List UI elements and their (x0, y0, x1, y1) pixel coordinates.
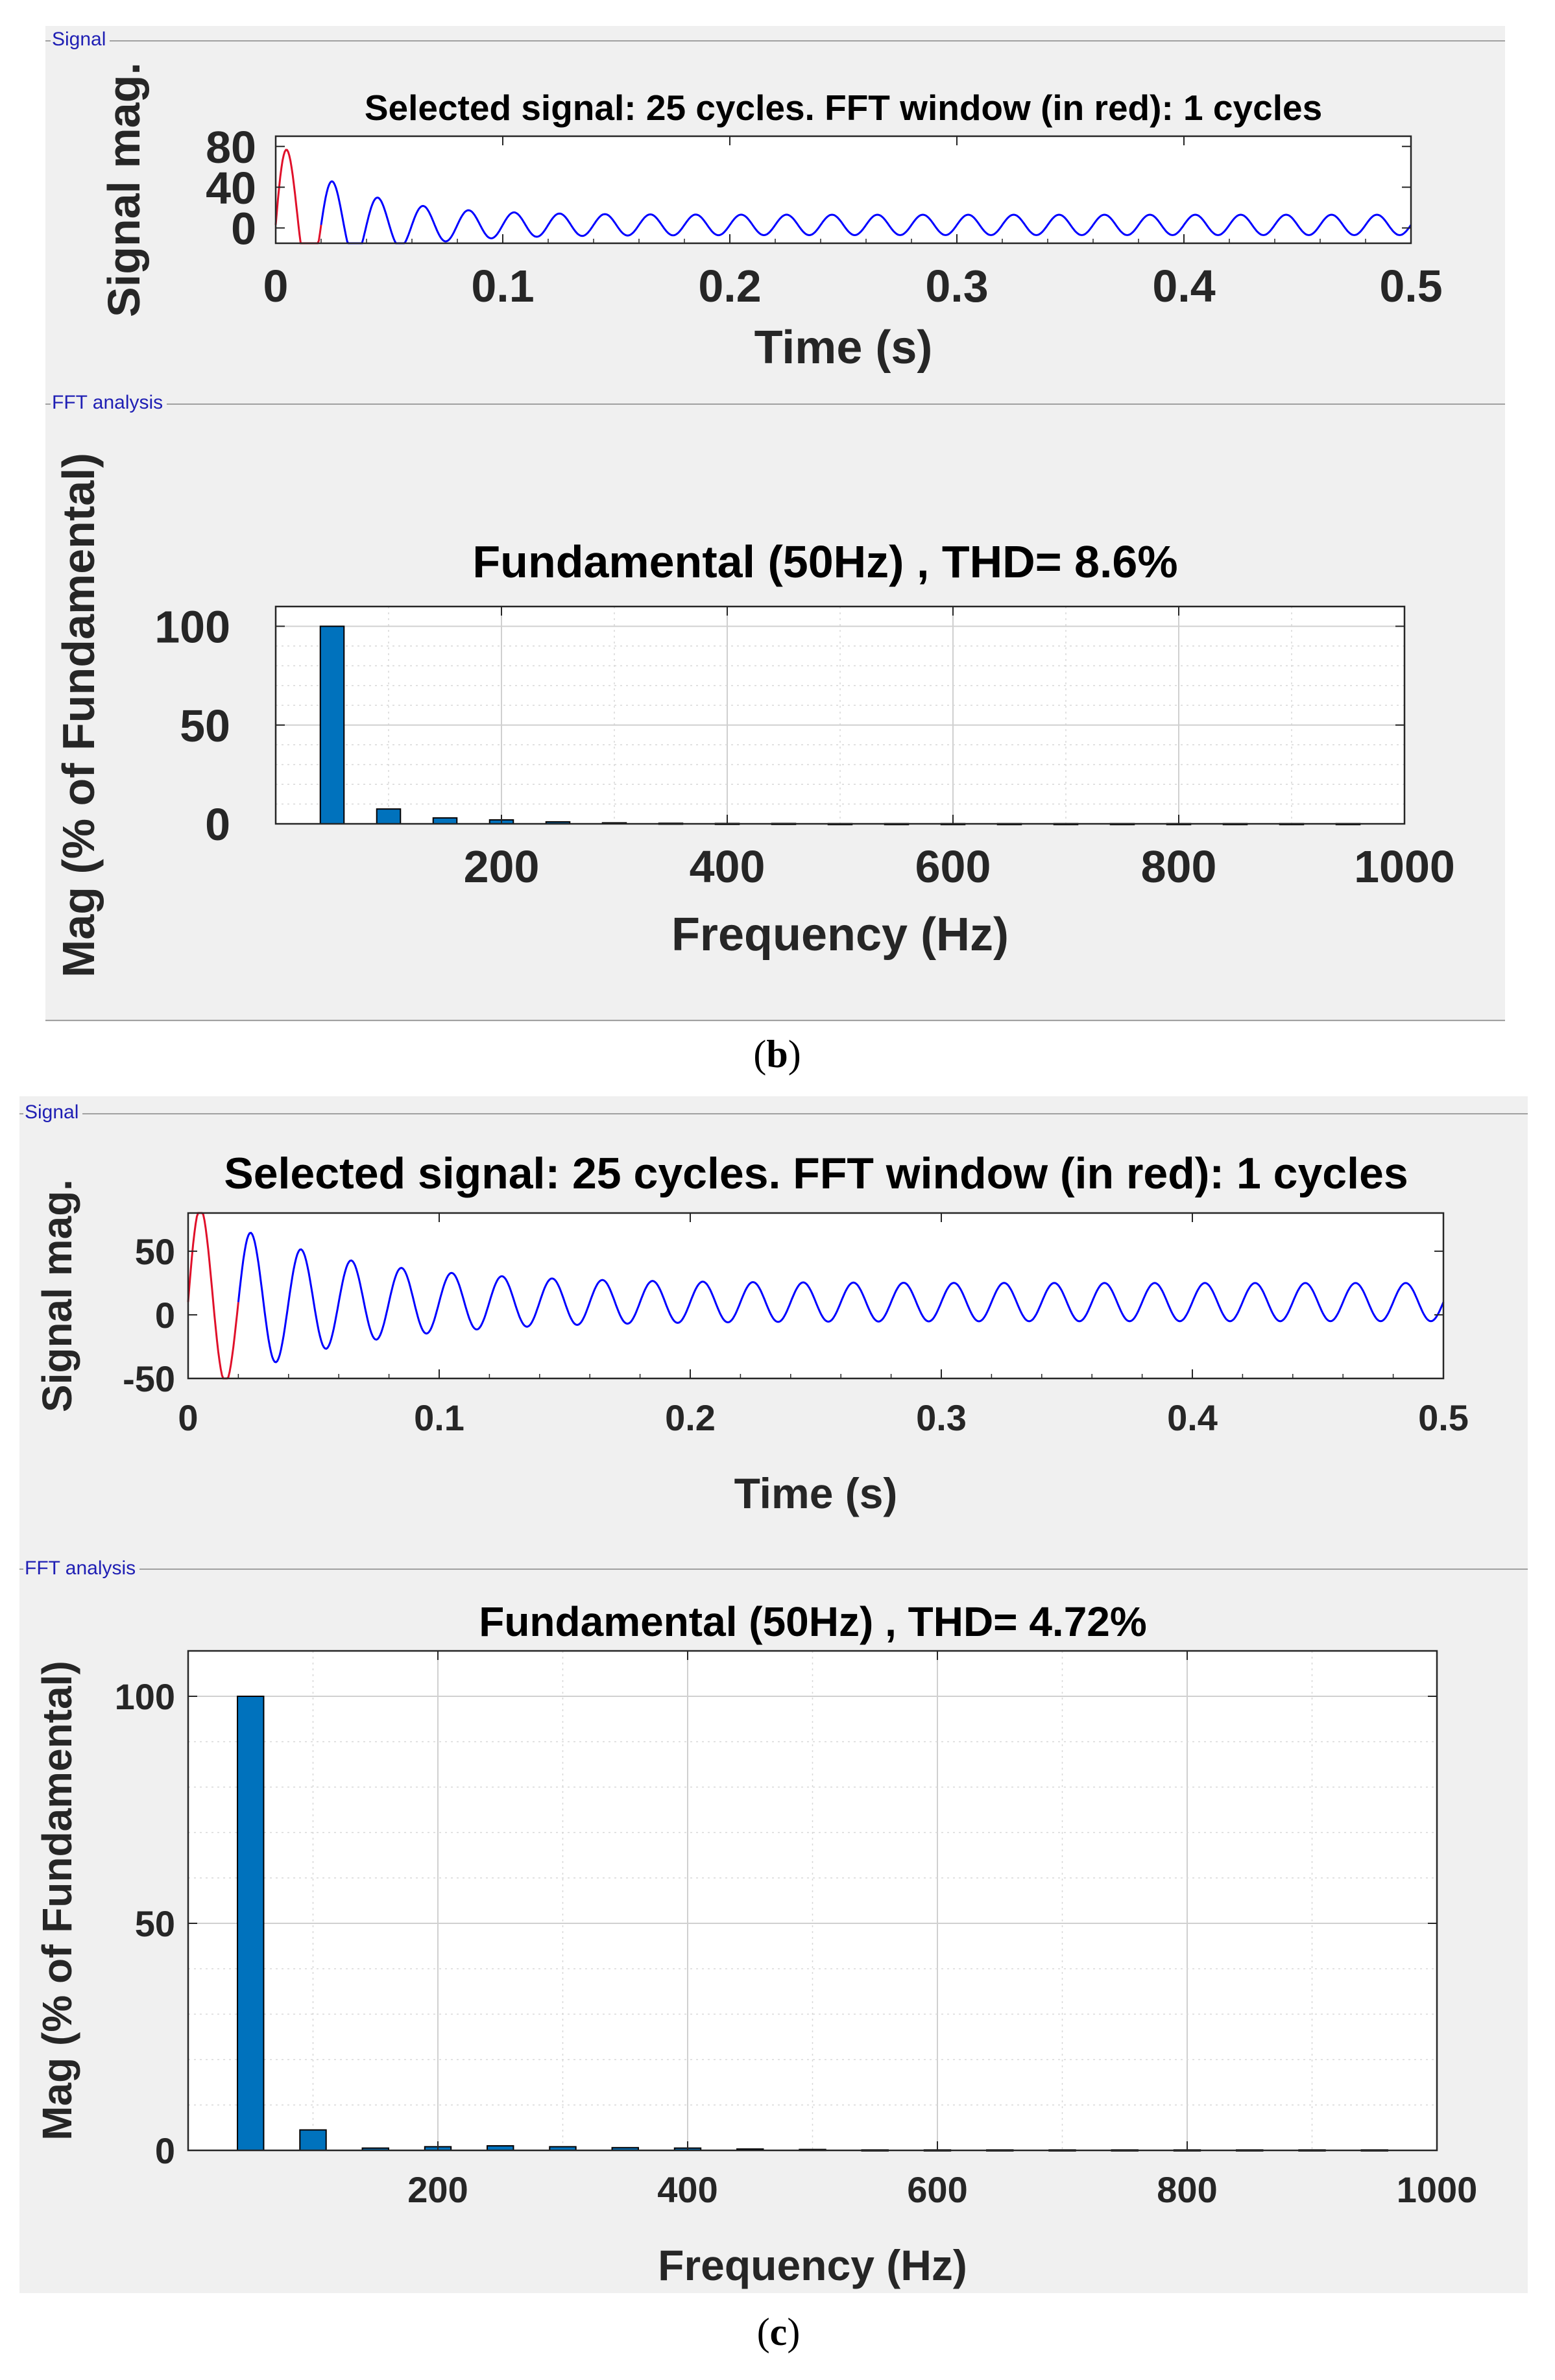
x-tick-label: 400 (690, 841, 765, 892)
x-tick-label: 0.4 (1167, 1397, 1218, 1438)
figure-b-fft-group-title: FFT analysis (51, 392, 167, 414)
x-tick-label: 0.3 (925, 261, 988, 311)
y-axis-label: Signal mag. (99, 62, 149, 317)
x-tick-label: 0.1 (471, 261, 534, 311)
bar (432, 817, 458, 825)
y-axis-label: Signal mag. (34, 1179, 80, 1412)
y-tick-label: 50 (180, 701, 230, 751)
plot-area (188, 1651, 1437, 2150)
y-axis-label: Mag (% of Fundamental) (53, 453, 104, 978)
x-tick-label: 200 (407, 2169, 468, 2210)
y-tick-label: 50 (135, 1903, 175, 1944)
figure-b-signal-group-border (45, 40, 1505, 42)
x-axis-label: Time (s) (754, 322, 933, 374)
y-tick-label: 50 (135, 1231, 175, 1272)
fft-window-series-line (187, 1212, 239, 1380)
figure-b-fft-group-border (45, 403, 1505, 405)
y-tick-label: 0 (205, 799, 230, 850)
x-tick-label: 0 (178, 1397, 198, 1438)
y-tick-label: 40 (206, 163, 256, 213)
x-tick-label: 1000 (1354, 841, 1455, 892)
figure-c-signal-group-border (19, 1113, 1528, 1114)
y-tick-label: 0 (155, 2130, 175, 2171)
chart-title: Fundamental (50Hz) , THD= 4.72% (479, 1598, 1147, 1645)
x-tick-label: 0.3 (916, 1397, 967, 1438)
x-axis-label: Frequency (Hz) (671, 909, 1009, 961)
x-tick-label: 0.1 (414, 1397, 464, 1438)
x-tick-label: 800 (1157, 2169, 1217, 2210)
x-axis-label: Frequency (Hz) (658, 2241, 967, 2289)
plot-area (188, 1213, 1443, 1378)
axes-box (187, 1212, 1445, 1380)
y-axis-label: Mag (% of Fundamental) (34, 1661, 80, 2141)
figure-c-signal-group-title: Signal (23, 1101, 83, 1124)
x-tick-label: 0.2 (665, 1397, 716, 1438)
y-tick-label: 0 (155, 1295, 175, 1336)
x-axis-label: Time (s) (734, 1469, 898, 1517)
y-tick-label: 0 (231, 204, 256, 254)
figure-b-caption: (b) (753, 1033, 801, 1076)
y-tick-label: 80 (206, 122, 256, 173)
selected-signal-series-line (320, 180, 1412, 245)
axes-box (274, 135, 1412, 245)
chart-b-fft: 200 400 600 800 1000 0 50 100 Fundamental (50Hz)… (53, 453, 1455, 978)
x-tick-label: 0.2 (698, 261, 761, 311)
bar (299, 2129, 327, 2151)
bar (376, 808, 402, 824)
chart-title: Selected signal: 25 cycles. FFT window (… (365, 88, 1322, 128)
x-tick-label: 400 (657, 2169, 717, 2210)
chart-title: Selected signal: 25 cycles. FFT window (… (224, 1149, 1408, 1198)
x-tick-label: 600 (907, 2169, 967, 2210)
x-tick-label: 200 (464, 841, 540, 892)
figure-c-caption-letter: c (769, 2311, 788, 2353)
figure-b-signal-group-title: Signal (51, 29, 110, 51)
bar (237, 1696, 265, 2151)
figure-b-bottom-border (45, 1020, 1505, 1021)
y-tick-label: 100 (154, 602, 230, 653)
figure-c-caption: (c) (756, 2311, 801, 2353)
axes-box (274, 605, 1406, 825)
x-tick-label: 0 (263, 261, 289, 311)
bar (319, 625, 345, 824)
chart-c-fft: 200 400 600 800 1000 0 50 100 Fundamental (50Hz)… (34, 1598, 1477, 2289)
axes-box (187, 1650, 1438, 2152)
chart-title: Fundamental (50Hz) , THD= 8.6% (472, 536, 1177, 587)
figure-c-fft-group-border (19, 1569, 1528, 1570)
y-tick-label: 100 (115, 1676, 175, 1717)
selected-signal-series-line (237, 1231, 1445, 1364)
x-tick-label: 1000 (1397, 2169, 1478, 2210)
figure-b-caption-letter: b (766, 1033, 788, 1076)
plot-area (276, 607, 1404, 824)
plot-area (276, 136, 1411, 243)
x-tick-label: 0.5 (1379, 261, 1442, 311)
x-tick-label: 0.5 (1418, 1397, 1469, 1438)
x-tick-label: 600 (915, 841, 991, 892)
x-tick-label: 800 (1141, 841, 1217, 892)
x-tick-label: 0.4 (1152, 261, 1215, 311)
y-tick-label: -50 (123, 1358, 175, 1399)
figure-c-fft-group-title: FFT analysis (23, 1557, 140, 1580)
